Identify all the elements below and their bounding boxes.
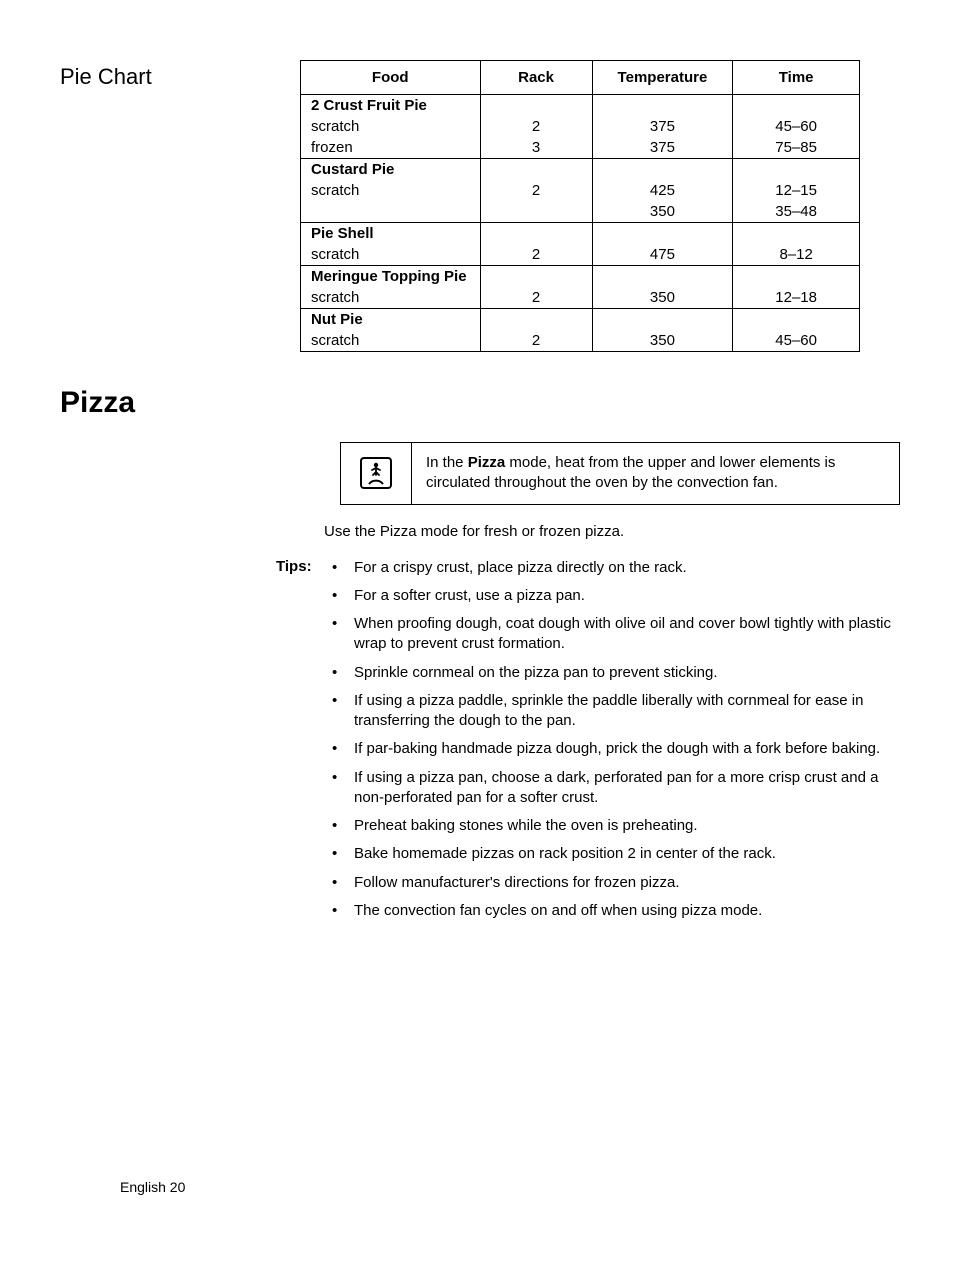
col-time: Time [733, 61, 860, 95]
table-cell [592, 95, 733, 117]
table-cell-food: frozen [301, 137, 481, 159]
tip-item: Bake homemade pizzas on rack position 2 … [324, 844, 894, 864]
table-cell-rack: 2 [480, 330, 592, 352]
table-cell [733, 223, 860, 245]
table-cell [592, 159, 733, 181]
table-cell-time: 35–48 [733, 201, 860, 223]
tip-item: Preheat baking stones while the oven is … [324, 816, 894, 836]
table-cell-rack: 2 [480, 287, 592, 309]
callout-prefix: In the [426, 454, 468, 471]
table-cell [733, 309, 860, 331]
table-cell-temp: 475 [592, 244, 733, 266]
table-cell [480, 95, 592, 117]
pizza-intro: Use the Pizza mode for fresh or frozen p… [324, 523, 894, 540]
col-rack: Rack [480, 61, 592, 95]
table-cell-time: 12–15 [733, 180, 860, 201]
callout-bold: Pizza [468, 454, 506, 471]
table-cell-food: scratch [301, 180, 481, 201]
col-food: Food [301, 61, 481, 95]
table-cell-rack: 2 [480, 116, 592, 137]
table-group-title: 2 Crust Fruit Pie [301, 95, 481, 117]
table-cell-temp: 350 [592, 287, 733, 309]
table-cell-temp: 375 [592, 137, 733, 159]
tip-item: The convection fan cycles on and off whe… [324, 901, 894, 921]
table-group-title: Custard Pie [301, 159, 481, 181]
tip-item: Sprinkle cornmeal on the pizza pan to pr… [324, 663, 894, 683]
pizza-mode-callout: In the Pizza mode, heat from the upper a… [340, 442, 900, 505]
table-group-title: Pie Shell [301, 223, 481, 245]
table-cell-rack [480, 201, 592, 223]
tip-item: For a crispy crust, place pizza directly… [324, 558, 894, 578]
table-cell-time: 75–85 [733, 137, 860, 159]
table-cell-food: scratch [301, 287, 481, 309]
table-group-title: Meringue Topping Pie [301, 266, 481, 288]
table-cell [733, 159, 860, 181]
callout-text: In the Pizza mode, heat from the upper a… [412, 443, 899, 504]
tip-item: If using a pizza pan, choose a dark, per… [324, 768, 894, 809]
tip-item: If par-baking handmade pizza dough, pric… [324, 739, 894, 759]
table-cell-food [301, 201, 481, 223]
table-cell-rack: 2 [480, 244, 592, 266]
pie-chart-table: Food Rack Temperature Time 2 Crust Fruit… [300, 60, 860, 352]
table-cell-time: 45–60 [733, 116, 860, 137]
table-cell-food: scratch [301, 330, 481, 352]
table-cell-rack: 3 [480, 137, 592, 159]
table-cell-temp: 425 [592, 180, 733, 201]
table-cell-time: 8–12 [733, 244, 860, 266]
page-footer: English 20 [120, 1179, 185, 1195]
table-group-title: Nut Pie [301, 309, 481, 331]
table-cell [480, 266, 592, 288]
side-heading: Pie Chart [60, 60, 260, 90]
tip-item: For a softer crust, use a pizza pan. [324, 586, 894, 606]
tips-list: For a crispy crust, place pizza directly… [324, 558, 894, 930]
section-title-pizza: Pizza [60, 386, 894, 420]
table-cell-rack: 2 [480, 180, 592, 201]
table-cell-food: scratch [301, 116, 481, 137]
table-cell [733, 266, 860, 288]
tip-item: When proofing dough, coat dough with oli… [324, 614, 894, 655]
tip-item: If using a pizza paddle, sprinkle the pa… [324, 691, 894, 732]
tip-item: Follow manufacturer's directions for fro… [324, 873, 894, 893]
table-cell [733, 95, 860, 117]
table-cell-time: 45–60 [733, 330, 860, 352]
table-cell-food: scratch [301, 244, 481, 266]
table-cell [592, 309, 733, 331]
table-cell [592, 266, 733, 288]
table-cell [592, 223, 733, 245]
table-cell [480, 159, 592, 181]
table-cell [480, 309, 592, 331]
table-cell-temp: 350 [592, 330, 733, 352]
table-cell [480, 223, 592, 245]
table-cell-time: 12–18 [733, 287, 860, 309]
table-cell-temp: 350 [592, 201, 733, 223]
pizza-mode-icon [341, 443, 412, 504]
table-cell-temp: 375 [592, 116, 733, 137]
col-temp: Temperature [592, 61, 733, 95]
tips-label: Tips: [276, 558, 324, 930]
